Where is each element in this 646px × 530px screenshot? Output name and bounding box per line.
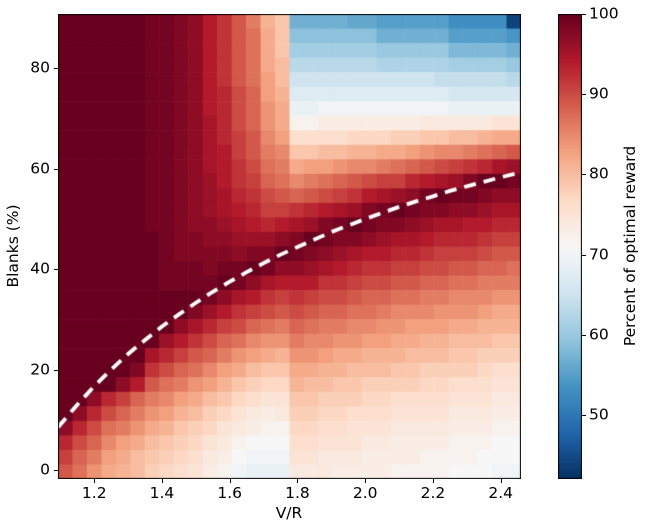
y-tick-label: 20	[30, 359, 50, 378]
colorbar-tick-label: 50	[589, 405, 609, 424]
heatmap-canvas	[58, 14, 521, 479]
x-tick-mark	[94, 479, 96, 483]
y-tick-mark	[54, 68, 58, 70]
y-tick-mark	[54, 168, 58, 170]
x-tick-mark	[365, 479, 367, 483]
x-tick-mark	[161, 479, 163, 483]
colorbar-tick-mark	[582, 14, 586, 15]
colorbar-tick-mark	[582, 94, 586, 96]
colorbar-tick-label: 60	[589, 324, 609, 343]
x-tick-label: 2.0	[352, 484, 378, 502]
x-tick-label: 1.2	[81, 484, 107, 502]
x-tick-mark	[500, 479, 502, 483]
y-tick-label: 60	[30, 159, 50, 178]
colorbar-tick-label: 90	[589, 84, 609, 103]
y-tick-mark	[54, 269, 58, 271]
colorbar-gradient	[558, 14, 582, 479]
x-tick-mark	[229, 479, 231, 483]
x-axis-label: V/R	[275, 504, 303, 522]
colorbar-tick-mark	[582, 174, 586, 176]
x-tick-mark	[297, 479, 299, 483]
colorbar-tick-label: 80	[589, 164, 609, 183]
x-tick-label: 1.8	[285, 484, 310, 502]
x-tick-label: 1.4	[149, 484, 175, 502]
x-tick-label: 1.6	[217, 484, 243, 502]
colorbar-tick-label: 70	[589, 244, 609, 263]
colorbar-tick-mark	[582, 254, 586, 256]
colorbar-label: Percent of optimal reward	[621, 145, 639, 347]
y-tick-mark	[54, 369, 58, 371]
x-tick-label: 2.2	[420, 484, 446, 502]
y-axis-label: Blanks (%)	[4, 204, 22, 288]
colorbar-tick-mark	[582, 334, 586, 336]
x-tick-mark	[432, 479, 434, 483]
y-tick-label: 0	[40, 460, 50, 479]
y-tick-label: 40	[30, 259, 50, 278]
y-tick-mark	[54, 469, 58, 471]
colorbar-tick-mark	[582, 414, 586, 416]
x-tick-label: 2.4	[488, 484, 513, 502]
y-tick-label: 80	[30, 58, 50, 77]
colorbar-tick-label: 100	[589, 4, 619, 23]
